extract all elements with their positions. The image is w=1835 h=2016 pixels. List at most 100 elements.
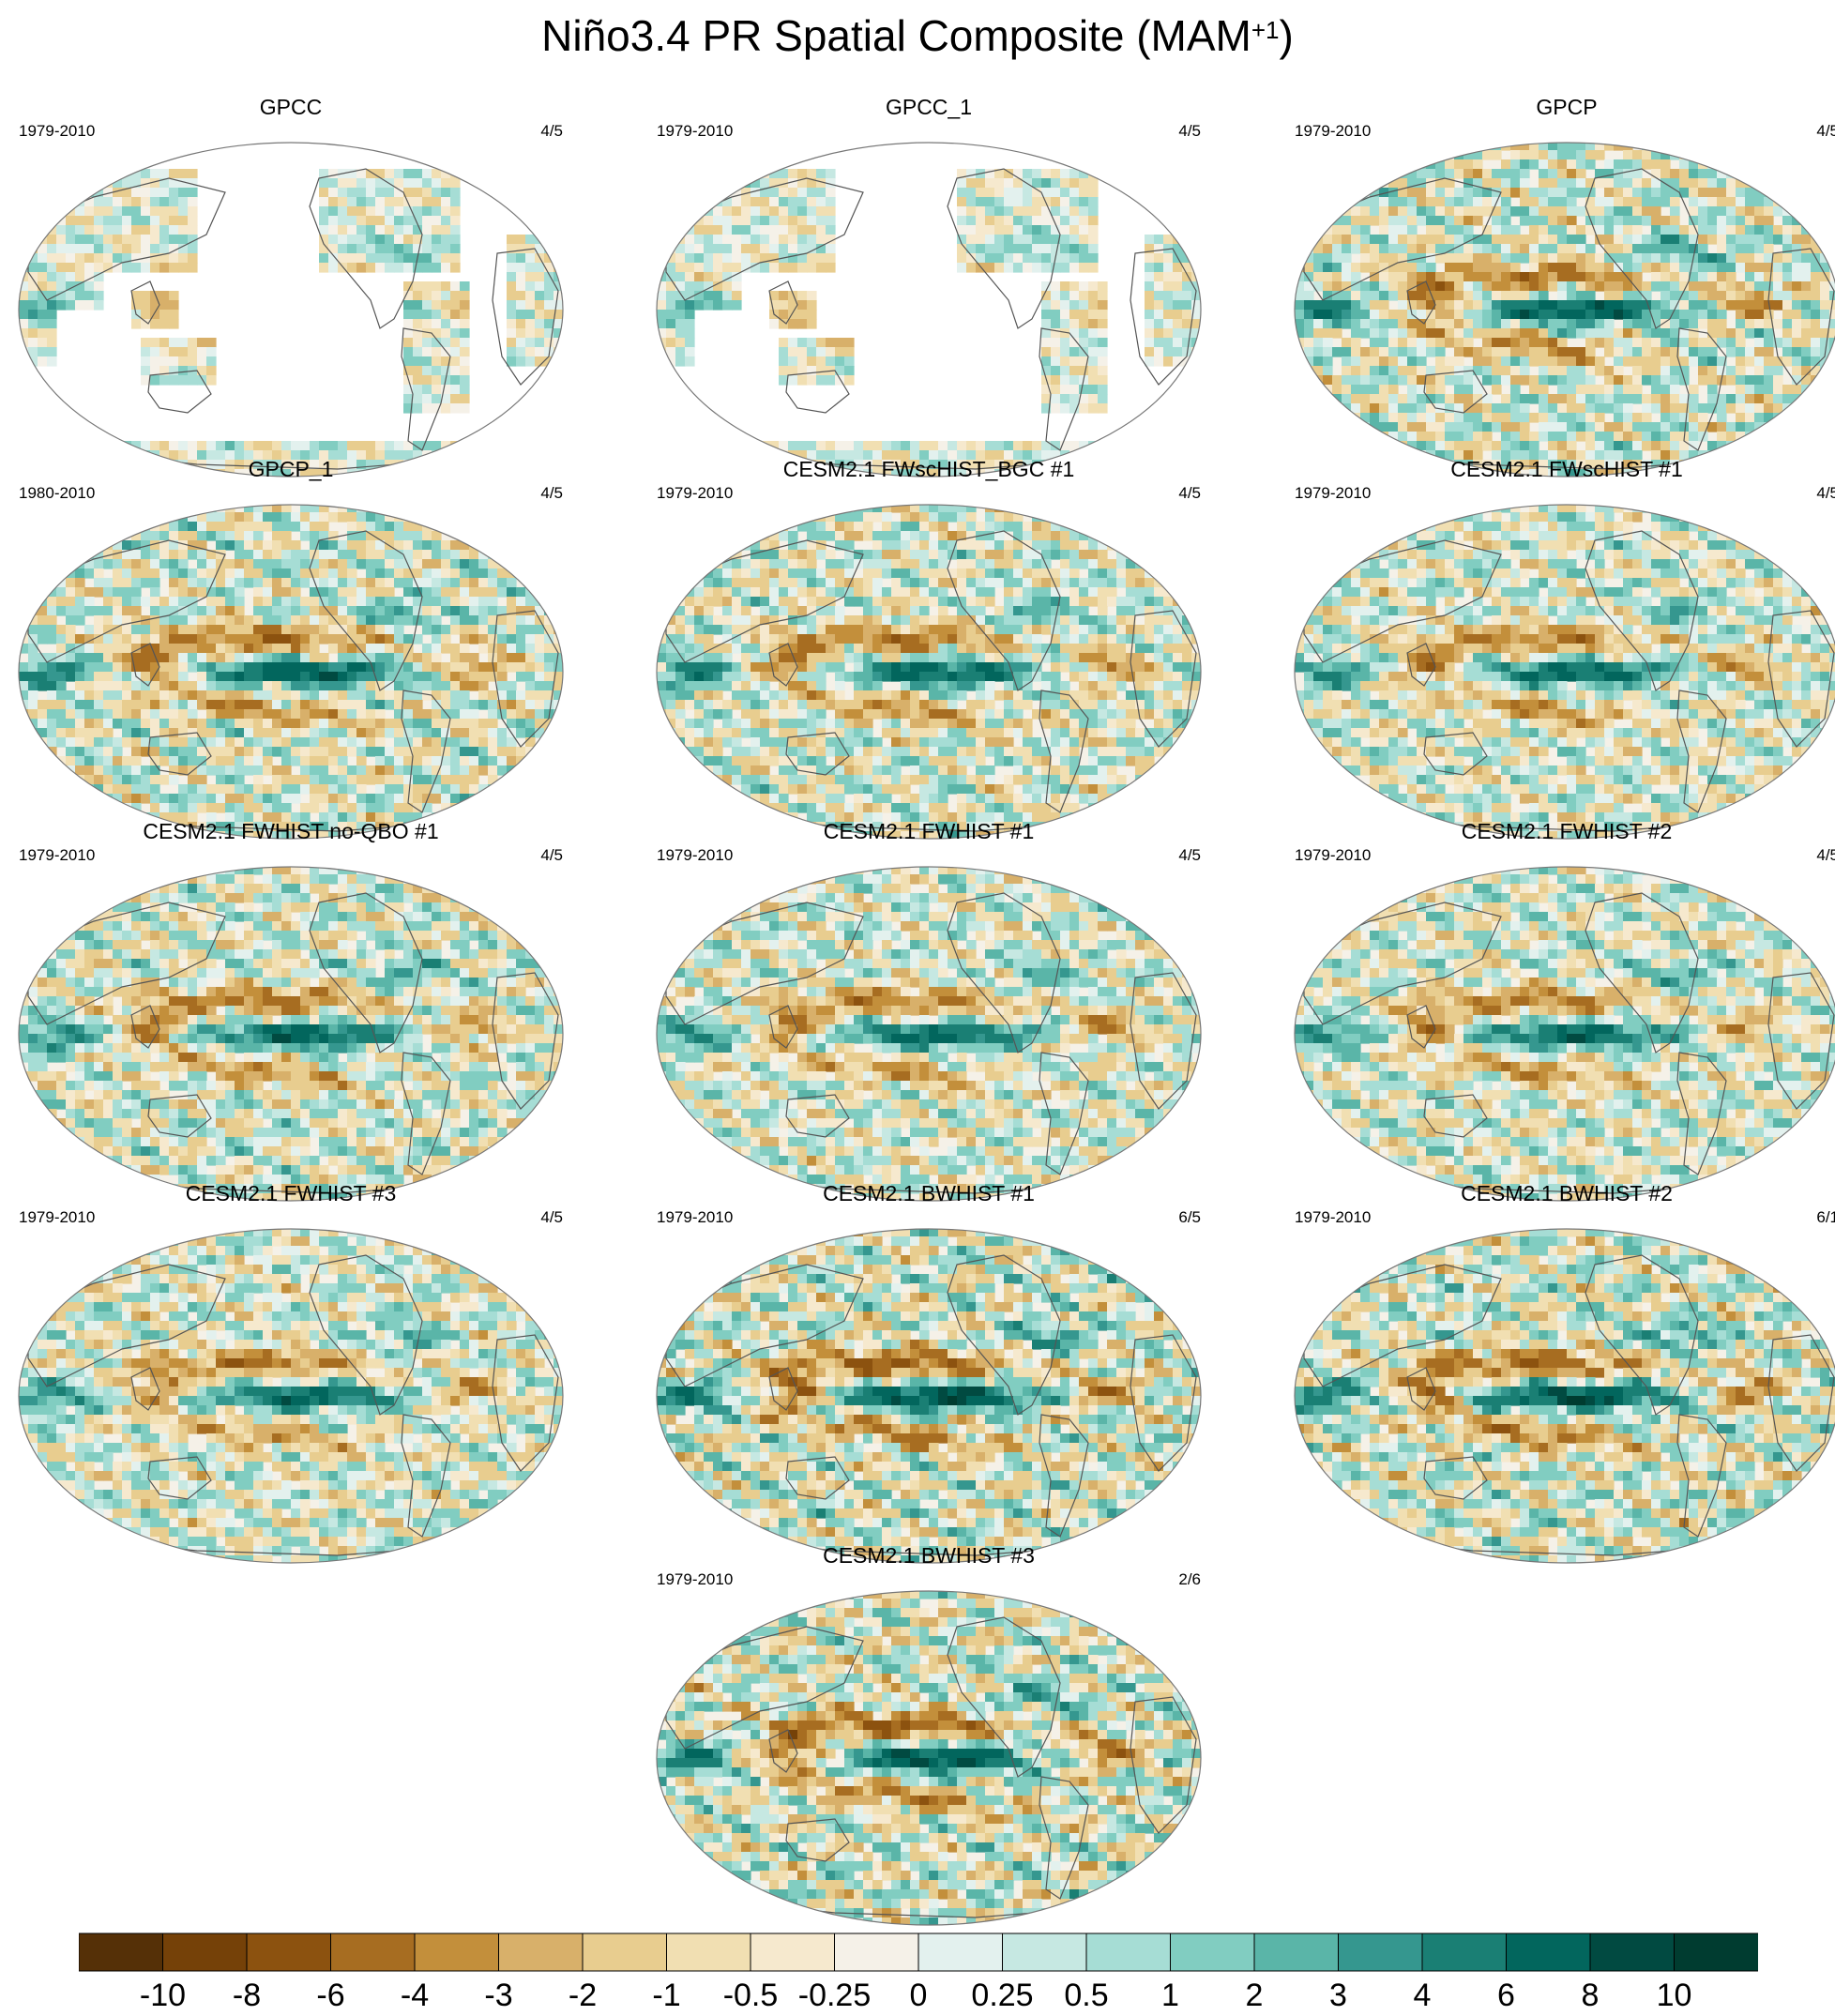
main-title-superscript: +1 (1251, 16, 1280, 44)
panel-event-count: 6/1 (1816, 1208, 1835, 1227)
map-outline (656, 866, 1202, 1202)
map-panel: CESM2.1 BWHIST #2 1979-2010 6/1 (1285, 1180, 1835, 1564)
colorbar-swatch (330, 1933, 416, 1972)
map-outline (1294, 866, 1835, 1202)
colorbar-swatch (918, 1933, 1004, 1972)
colorbar-swatch (414, 1933, 500, 1972)
map-plot (18, 142, 564, 477)
colorbar-swatch (666, 1933, 751, 1972)
colorbar-tick-label: 0 (910, 1978, 928, 2013)
panel-period: 1979-2010 (19, 122, 95, 141)
colorbar-swatch (582, 1933, 668, 1972)
panel-event-count: 4/5 (1178, 484, 1201, 503)
panel-period: 1979-2010 (1295, 484, 1371, 503)
colorbar-labels: -10 -8 -6 -4 -3 -2 -1 -0.5 -0.25 0 0.25 0.5 1 2 3 4 6 8 10 (0, 1978, 1835, 2015)
colorbar-tick-label: -8 (233, 1978, 261, 2013)
panel-title: GPCC_1 (647, 94, 1210, 120)
colorbar-swatch (1421, 1933, 1508, 1972)
map-field (19, 1229, 563, 1563)
colorbar-tick-label: 6 (1497, 1978, 1515, 2013)
map-outline (18, 1228, 564, 1564)
colorbar-tick-label: 0.25 (971, 1978, 1033, 2013)
coastlines (665, 1254, 1197, 1556)
map-field (657, 505, 1201, 839)
panel-title: CESM2.1 BWHIST #2 (1285, 1180, 1835, 1206)
map-plot (1294, 866, 1835, 1202)
map-panel: CESM2.1 FWscHIST #1 1979-2010 4/5 (1285, 456, 1835, 840)
map-field (19, 143, 563, 477)
map-panel: CESM2.1 FWHIST #1 1979-2010 4/5 (647, 818, 1210, 1202)
map-field (1295, 867, 1835, 1201)
colorbar-tick-label: 0.5 (1064, 1978, 1108, 2013)
colorbar-tick-label: -3 (484, 1978, 512, 2013)
map-field (19, 867, 563, 1201)
panel-title: CESM2.1 FWHIST #2 (1285, 818, 1835, 844)
map-outline (18, 866, 564, 1202)
panel-period: 1979-2010 (1295, 846, 1371, 865)
map-field (657, 867, 1201, 1201)
colorbar-swatch (1253, 1933, 1340, 1972)
map-panel: CESM2.1 FWHIST #3 1979-2010 4/5 (9, 1180, 572, 1564)
map-outline (1294, 1228, 1835, 1564)
colorbar-swatch (834, 1933, 919, 1972)
map-field (657, 143, 1201, 477)
panel-title: CESM2.1 FWHIST #1 (647, 818, 1210, 844)
panel-period: 1979-2010 (657, 484, 733, 503)
map-field (657, 1229, 1201, 1563)
map-field (1295, 505, 1835, 839)
panel-title: CESM2.1 BWHIST #1 (647, 1180, 1210, 1206)
map-field (19, 505, 563, 839)
colorbar-tick-label: -6 (316, 1978, 344, 2013)
panel-title: GPCP_1 (9, 456, 572, 482)
map-plot (656, 866, 1202, 1202)
map-field (1295, 1229, 1835, 1563)
panel-event-count: 4/5 (540, 484, 563, 503)
panel-event-count: 4/5 (1178, 122, 1201, 141)
map-panel: CESM2.1 FWscHIST_BGC #1 1979-2010 4/5 (647, 456, 1210, 840)
map-panel: GPCC 1979-2010 4/5 (9, 94, 572, 477)
map-plot (656, 142, 1202, 477)
map-plot (1294, 504, 1835, 840)
map-plot (1294, 1228, 1835, 1564)
panel-event-count: 4/5 (1816, 484, 1835, 503)
panel-period: 1980-2010 (19, 484, 95, 503)
panel-event-count: 4/5 (540, 846, 563, 865)
map-plot (656, 1590, 1202, 1926)
colorbar-tick-label: -1 (652, 1978, 680, 2013)
colorbar-tick-label: -10 (140, 1978, 186, 2013)
panel-period: 1979-2010 (657, 1570, 733, 1589)
colorbar-swatch (79, 1933, 164, 1972)
map-panel: GPCP 1979-2010 4/5 (1285, 94, 1835, 477)
panel-event-count: 4/5 (1816, 846, 1835, 865)
colorbar-swatch (1002, 1933, 1087, 1972)
map-plot (656, 504, 1202, 840)
map-field (657, 1591, 1201, 1925)
map-outline (1294, 142, 1835, 477)
colorbar-swatch (246, 1933, 332, 1972)
colorbar-swatch (1170, 1933, 1255, 1972)
colorbar-swatch (750, 1933, 836, 1972)
main-title-text: Niño3.4 PR Spatial Composite (MAM (541, 11, 1251, 60)
colorbar-tick-label: -0.25 (798, 1978, 872, 2013)
map-panel: CESM2.1 BWHIST #1 1979-2010 6/5 (647, 1180, 1210, 1564)
panel-period: 1979-2010 (19, 1208, 95, 1227)
colorbar-tick-label: -2 (569, 1978, 597, 2013)
map-outline (18, 504, 564, 840)
colorbar-swatch (1589, 1933, 1676, 1972)
panel-event-count: 6/5 (1178, 1208, 1201, 1227)
map-outline (656, 1228, 1202, 1564)
panel-period: 1979-2010 (657, 846, 733, 865)
panel-period: 1979-2010 (657, 1208, 733, 1227)
map-panel: CESM2.1 FWHIST #2 1979-2010 4/5 (1285, 818, 1835, 1202)
panel-title: CESM2.1 FWscHIST #1 (1285, 456, 1835, 482)
panel-event-count: 4/5 (540, 1208, 563, 1227)
colorbar-tick-label: -0.5 (723, 1978, 779, 2013)
colorbar-tick-label: 10 (1657, 1978, 1692, 2013)
panel-event-count: 4/5 (1816, 122, 1835, 141)
panel-period: 1979-2010 (19, 846, 95, 865)
map-panel: CESM2.1 BWHIST #3 1979-2010 2/6 (647, 1542, 1210, 1926)
colorbar-tick-label: 8 (1582, 1978, 1600, 2013)
colorbar-swatch (1674, 1933, 1758, 1972)
panel-title: GPCC (9, 94, 572, 120)
panel-period: 1979-2010 (1295, 1208, 1371, 1227)
